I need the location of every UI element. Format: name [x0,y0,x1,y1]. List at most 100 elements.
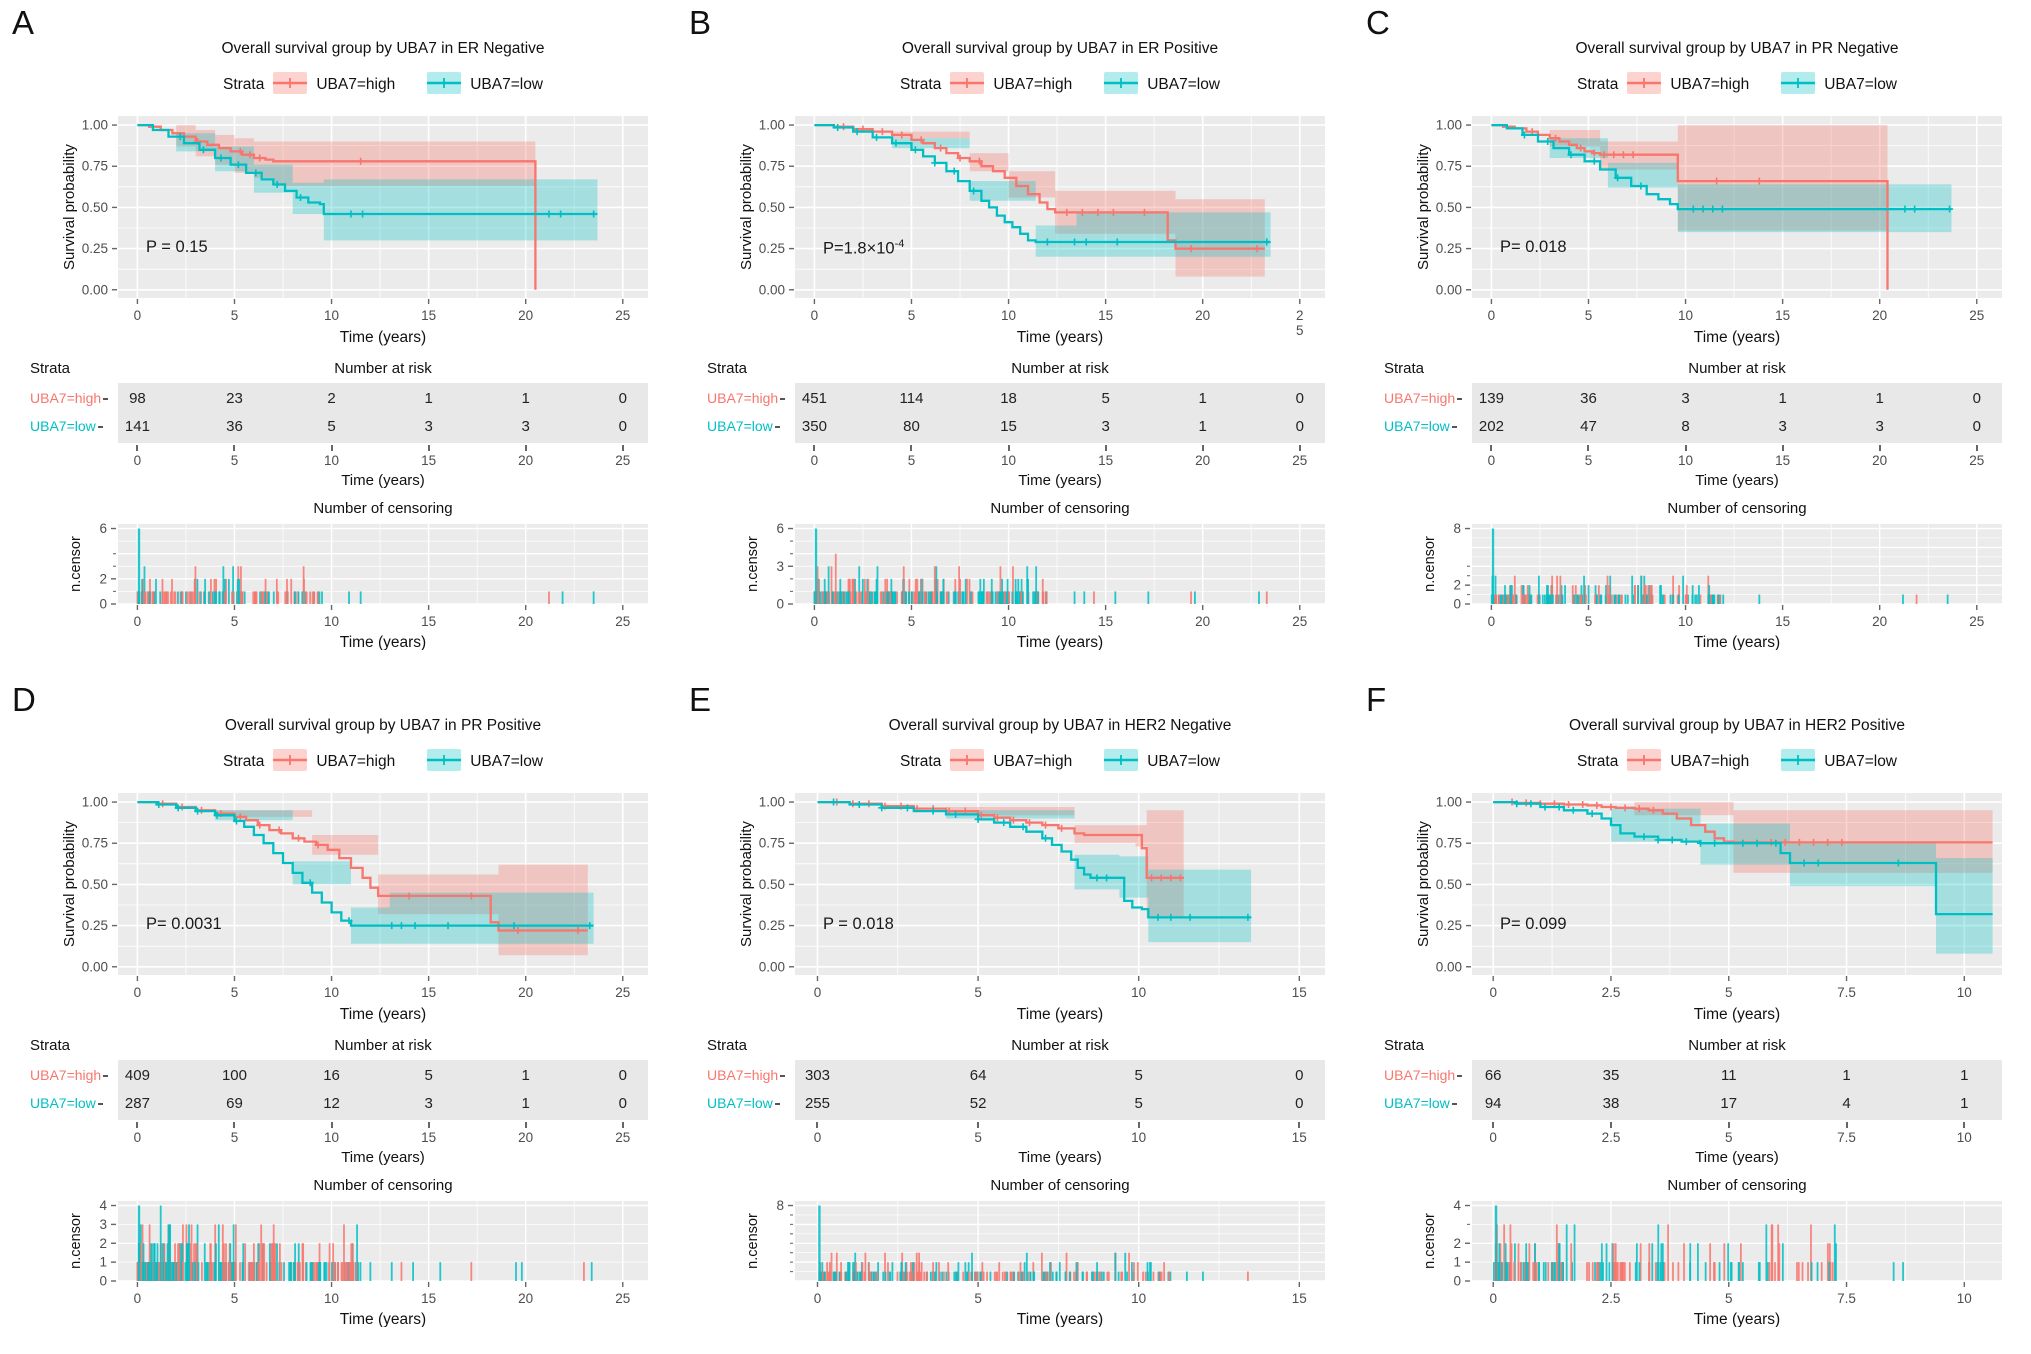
axis-tick [774,1103,780,1106]
panel-e: E Overall survival group by UBA7 in HER2 … [677,677,1354,1354]
censor-x-tick-label: 0 [811,614,819,629]
y-tick-label: 0.25 [759,241,785,256]
censor-y-tick-label: 0 [99,597,107,612]
censor-mark [1590,149,1598,157]
y-tick-label: 0.00 [1436,282,1462,297]
legend-key-high [1627,71,1662,100]
y-tick-label: 0.00 [82,959,108,974]
y-tick-label: 0.25 [82,918,108,933]
legend-label-low: UBA7=low [1147,76,1221,93]
censor-mark [155,801,163,809]
censor-mark [411,922,419,930]
censor-x-tick-label: 25 [615,614,630,629]
y-tick-label: 0.25 [1436,918,1462,933]
plot-title: Overall survival group by UBA7 in HER2 N… [888,717,1232,734]
survival-plot-svg: 1.00 0.75 0.50 0.25 0.00 Survival probability… [1415,793,2002,1023]
risk-count: 1 [1842,1067,1851,1084]
y-tick-label: 0.00 [759,282,785,297]
censor-bars [1490,528,1949,604]
censor-mark [1025,819,1033,827]
plot-background [118,524,648,604]
censor-mark [359,210,367,218]
y-tick-label: 0.75 [82,159,108,174]
risk-count: 15 [1000,418,1017,435]
censor-mark [1551,134,1559,142]
censor-mark [1063,208,1071,216]
y-axis-label: Survival probability [738,144,755,270]
panel-letter: E [689,681,712,718]
censor-mark [514,927,522,935]
censor-mark [1600,151,1608,159]
y-tick-label: 0.00 [1436,959,1462,974]
censor-mark [586,922,594,930]
risk-axis-tick-label: 15 [1098,453,1114,468]
survival-curves [137,123,598,290]
risk-count: 0 [618,1067,627,1084]
x-tick-label: 7.5 [1837,985,1856,1000]
panel-letter: D [12,681,36,718]
censor-mark [1577,144,1585,152]
censor-mark [1772,839,1780,847]
censor-bars [136,528,595,604]
risk-count: 0 [1972,390,1981,407]
axis-tick [1457,1075,1463,1078]
censor-mark [1167,874,1175,882]
risk-count: 47 [1580,418,1597,435]
risk-count: 1 [424,390,433,407]
risk-x-axis-label: Time (years) [341,1149,425,1166]
censor-y-tick-label: 0 [776,597,784,612]
censor-mark [1800,859,1808,867]
plot-title: Overall survival group by UBA7 in HER2 P… [1569,717,1905,734]
x-axis-label: Time (years) [1017,329,1103,346]
risk-axis-tick-label: 10 [324,453,340,468]
censor-mark [1607,803,1615,811]
y-tick-label: 0.00 [759,959,785,974]
censor-mark [853,128,861,136]
risk-count: 18 [1000,390,1017,407]
plot-background [795,524,1325,604]
y-tick-label: 0.75 [1436,159,1462,174]
panel-letter: A [12,4,35,41]
survival-chart: 1.00 0.75 0.50 0.25 0.00 Survival probability… [1354,779,2014,1037]
legend-label-high: UBA7=high [993,753,1073,770]
censor-mark [1709,205,1717,213]
censor-x-tick-label: 0 [134,614,142,629]
censor-mark [388,922,396,930]
censor-mark [1795,838,1803,846]
risk-axis-tick-label: 5 [230,1130,239,1145]
y-tick-label: 0.00 [82,282,108,297]
risk-axis-tick [910,445,913,451]
censor-x-tick-label: 15 [1775,614,1790,629]
risk-axis-tick-label: 20 [518,453,534,468]
risk-count: 1 [1875,390,1884,407]
risk-count: 0 [1295,1067,1304,1084]
legend-key-high [273,71,308,100]
legend-label-low: UBA7=low [1824,76,1898,93]
legend-key-icon [273,71,308,94]
censor-mark [1755,177,1763,185]
risk-table: Strata Number at risk UBA7=high 409 100 16 5 1 0… [0,1037,660,1175]
censor-mark [1253,245,1261,253]
censor-x-axis-label: Time (years) [1017,1311,1103,1327]
risk-axis-tick-label: 0 [133,453,142,468]
survival-curves [817,798,1252,943]
y-tick-label: 1.00 [82,795,108,810]
p-value: P=1.8×10-4 [823,238,905,258]
censor-mark [1140,208,1148,216]
survival-chart: 1.00 0.75 0.50 0.25 0.00 Survival probability… [677,102,1337,360]
risk-count: 66 [1484,1067,1502,1084]
legend-key-icon [950,748,985,771]
censor-mark [1148,874,1156,882]
censor-mark [1579,801,1587,809]
censor-x-tick-label: 5 [1725,1291,1733,1306]
y-tick-label: 1.00 [1436,118,1462,133]
censor-mark [1042,821,1050,829]
censor-mark [1753,839,1761,847]
censor-title: Number of censoring [990,500,1130,517]
legend-title: Strata [222,76,265,93]
legend-label-high: UBA7=high [993,76,1073,93]
censor-x-tick-label: 15 [421,614,436,629]
censor-bars [1492,1205,1904,1281]
legend-label-high: UBA7=high [1670,76,1750,93]
